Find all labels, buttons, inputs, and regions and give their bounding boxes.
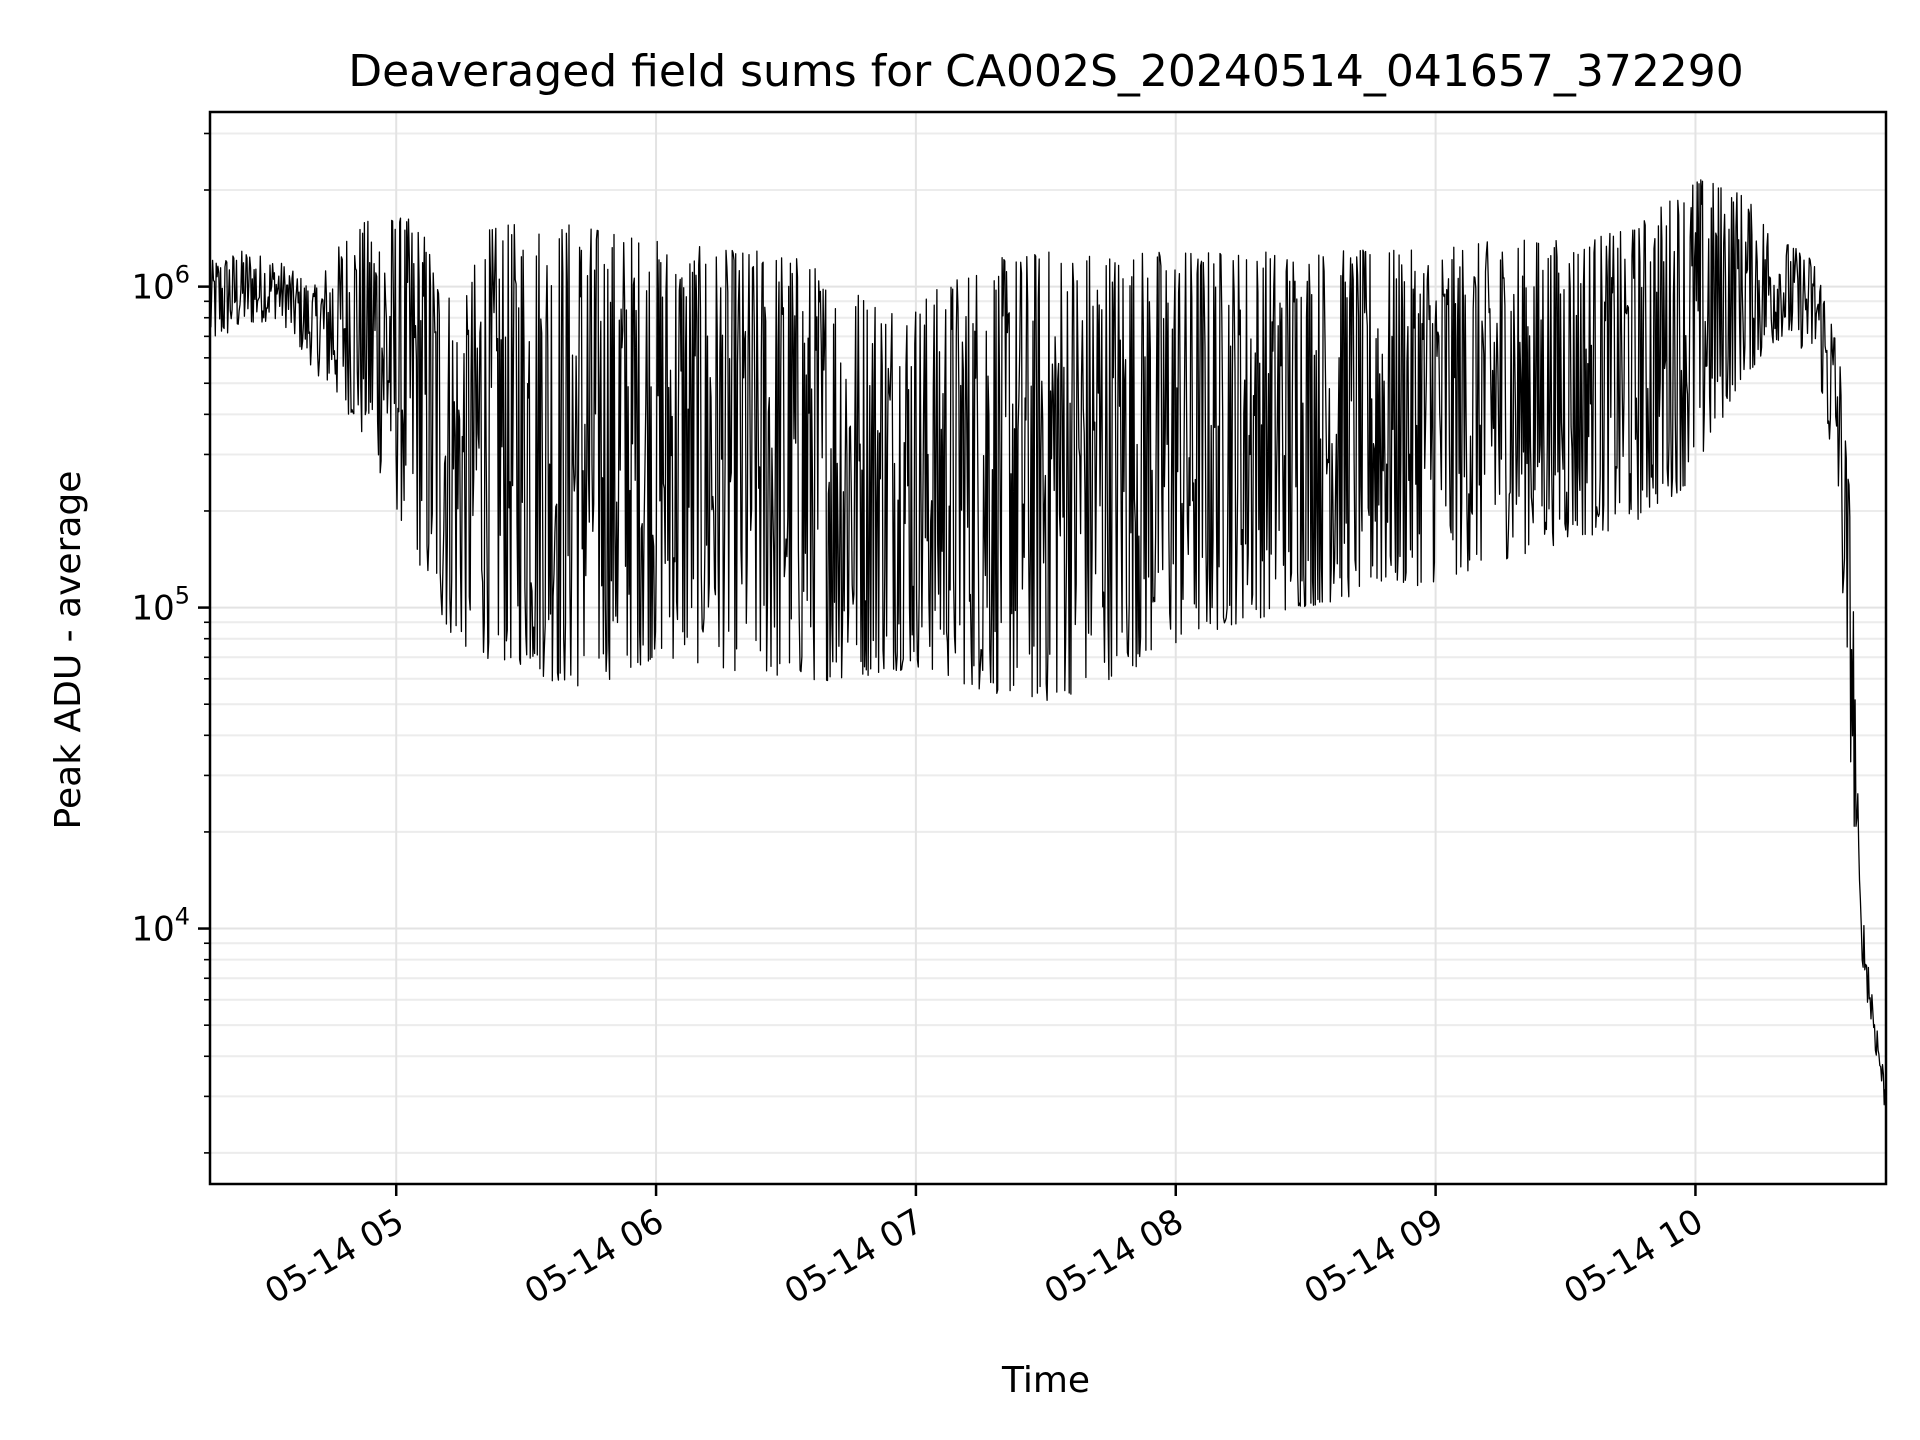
x-tick-label: 05-14 09 xyxy=(1298,1201,1450,1312)
x-tick-label: 05-14 10 xyxy=(1558,1201,1710,1312)
y-tick-label: 105 xyxy=(131,582,190,629)
x-axis-label: Time xyxy=(1001,1360,1090,1401)
chart-title: Deaveraged field sums for CA002S_2024051… xyxy=(348,46,1744,97)
y-tick-label: 104 xyxy=(131,903,190,950)
x-tick-label: 05-14 05 xyxy=(258,1201,410,1312)
x-tick-label: 05-14 06 xyxy=(518,1201,670,1312)
plot-frame xyxy=(208,110,1888,1186)
y-axis-label: Peak ADU - average xyxy=(48,471,89,830)
data-series xyxy=(209,179,1887,1106)
x-tick-label: 05-14 07 xyxy=(778,1201,930,1312)
y-tick-label: 106 xyxy=(131,261,190,308)
y-axis-ticks: 104 105 106 xyxy=(131,132,210,1154)
series-line xyxy=(209,179,1887,1106)
x-axis-ticks: 05-14 05 05-14 06 05-14 07 05-14 08 05-14 09… xyxy=(258,1184,1710,1312)
x-tick-label: 05-14 08 xyxy=(1038,1201,1190,1312)
